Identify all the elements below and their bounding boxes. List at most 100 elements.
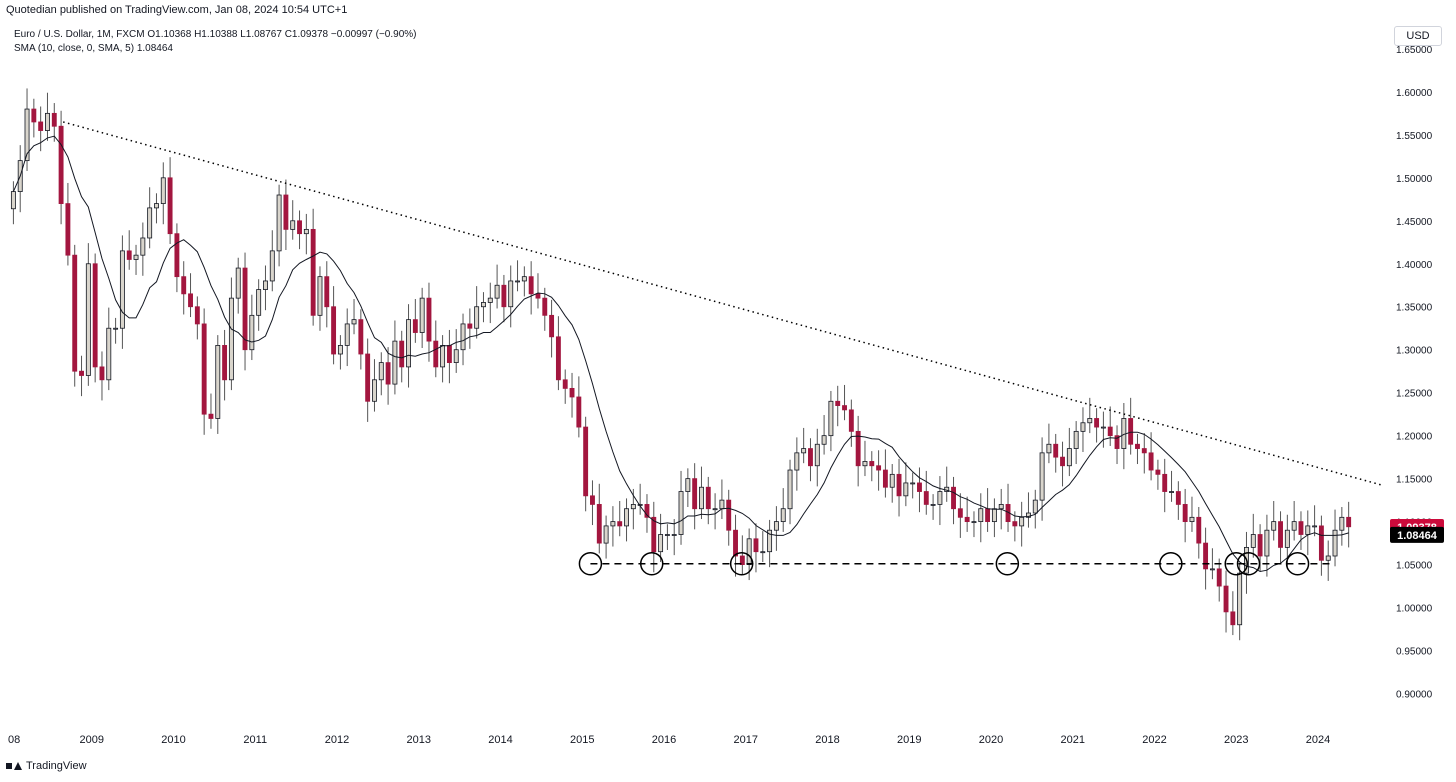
candle-body <box>1230 611 1236 626</box>
candle-body <box>903 482 909 497</box>
candle-body <box>828 400 834 437</box>
candle-body <box>978 508 984 523</box>
price-axis: 1.65000 1.60000 1.55000 1.50000 1.45000 1.400… <box>1396 45 1433 701</box>
candle-body <box>38 121 44 131</box>
candle-body <box>487 297 493 303</box>
currency-button[interactable]: USD <box>1394 26 1442 46</box>
y-tick-label: 1.00000 <box>1396 604 1433 615</box>
candle-body <box>787 469 793 510</box>
candle-body <box>181 276 187 295</box>
symbol-ohlc-line[interactable]: Euro / U.S. Dollar, 1M, FXCM O1.10368 H1… <box>14 29 417 40</box>
candle-body <box>692 478 698 510</box>
candle-body <box>964 516 970 523</box>
candle-body <box>617 521 623 527</box>
support-touch-circle <box>995 551 1020 576</box>
candle-body <box>1053 443 1059 458</box>
candle-body <box>242 267 248 351</box>
candle-body <box>1066 448 1072 467</box>
candle-body <box>419 297 425 333</box>
y-tick-label: 1.60000 <box>1396 88 1433 99</box>
candle-body <box>1271 521 1277 531</box>
candle-body <box>263 280 268 290</box>
candle-body <box>446 345 452 364</box>
candle-body <box>821 435 827 445</box>
candle-body <box>515 280 520 283</box>
candle-body <box>1318 525 1324 561</box>
candle-body <box>590 495 595 505</box>
candle-body <box>678 491 684 535</box>
candle-body <box>79 370 84 376</box>
candle-body <box>303 228 309 235</box>
candle-body <box>1080 422 1086 432</box>
y-tick-label: 1.05000 <box>1396 561 1433 572</box>
candle-body <box>45 112 50 131</box>
candle-body <box>869 461 875 467</box>
candle-body <box>699 486 704 510</box>
x-tick-label: 2017 <box>734 734 758 746</box>
y-tick-label: 1.20000 <box>1396 432 1433 443</box>
candle-body <box>576 396 582 428</box>
candle-body <box>51 112 57 127</box>
y-tick-label: 1.30000 <box>1396 346 1433 357</box>
candle-body <box>297 220 302 235</box>
candle-body <box>1291 521 1297 531</box>
sma-value-badge-label: 1.08464 <box>1397 530 1438 542</box>
candle-body <box>671 534 677 536</box>
candle-body <box>501 284 507 308</box>
candle-body <box>1114 435 1120 449</box>
candle-body <box>630 504 636 510</box>
candle-body <box>1346 516 1352 528</box>
candle-body <box>399 340 405 368</box>
x-tick-label: 2014 <box>488 734 512 746</box>
candle-body <box>957 508 963 518</box>
footer-brand: TradingView <box>6 760 87 772</box>
candle-body <box>133 254 139 260</box>
candle-body <box>365 353 371 402</box>
candle-body <box>392 340 398 385</box>
x-tick-label: 2020 <box>979 734 1003 746</box>
x-tick-label: 2010 <box>161 734 185 746</box>
candle-body <box>358 319 364 355</box>
candle-body <box>58 125 64 205</box>
candle-body <box>923 491 929 505</box>
candle-body <box>896 473 902 497</box>
x-tick-label: 2015 <box>570 734 594 746</box>
candle-body <box>1196 516 1202 544</box>
candle-body <box>147 207 153 239</box>
candle-body <box>1182 504 1188 523</box>
x-tick-label: 2009 <box>80 734 104 746</box>
candle-body <box>794 452 800 471</box>
support-touch-circle <box>1224 551 1248 576</box>
sma-layer <box>12 135 1349 573</box>
candle-body <box>126 250 132 260</box>
candle-body <box>1019 516 1025 527</box>
candle-body <box>1135 443 1140 449</box>
sma-value-badge-bg <box>1390 526 1444 543</box>
candle-body <box>569 387 575 398</box>
candle-body <box>746 538 752 565</box>
candle-body <box>767 529 773 553</box>
candle-body <box>889 473 895 488</box>
candle-body <box>92 263 98 368</box>
candle-body <box>1305 525 1311 535</box>
candle-body <box>1073 430 1079 449</box>
candle-body <box>440 345 446 368</box>
candle-body <box>494 284 500 299</box>
time-axis: 08 2009 2010 2011 2012 2013 2014 2015 2016 2017 20… <box>8 734 1330 746</box>
x-tick-label: 2023 <box>1224 734 1248 746</box>
candles-layer <box>10 88 1352 641</box>
candle-body <box>835 400 841 406</box>
candle-body <box>140 237 146 256</box>
sma-indicator-line[interactable]: SMA (10, close, 0, SMA, 5) 1.08464 <box>14 43 173 54</box>
candle-body <box>372 379 377 402</box>
candle-body <box>378 362 384 381</box>
drawings-layer <box>62 121 1384 576</box>
candle-body <box>842 405 847 411</box>
candle-body <box>1026 512 1031 518</box>
candle-body <box>780 508 786 523</box>
candle-body <box>167 177 173 235</box>
candle-body <box>1094 418 1100 428</box>
candle-body <box>215 345 221 419</box>
candle-body <box>651 516 657 553</box>
